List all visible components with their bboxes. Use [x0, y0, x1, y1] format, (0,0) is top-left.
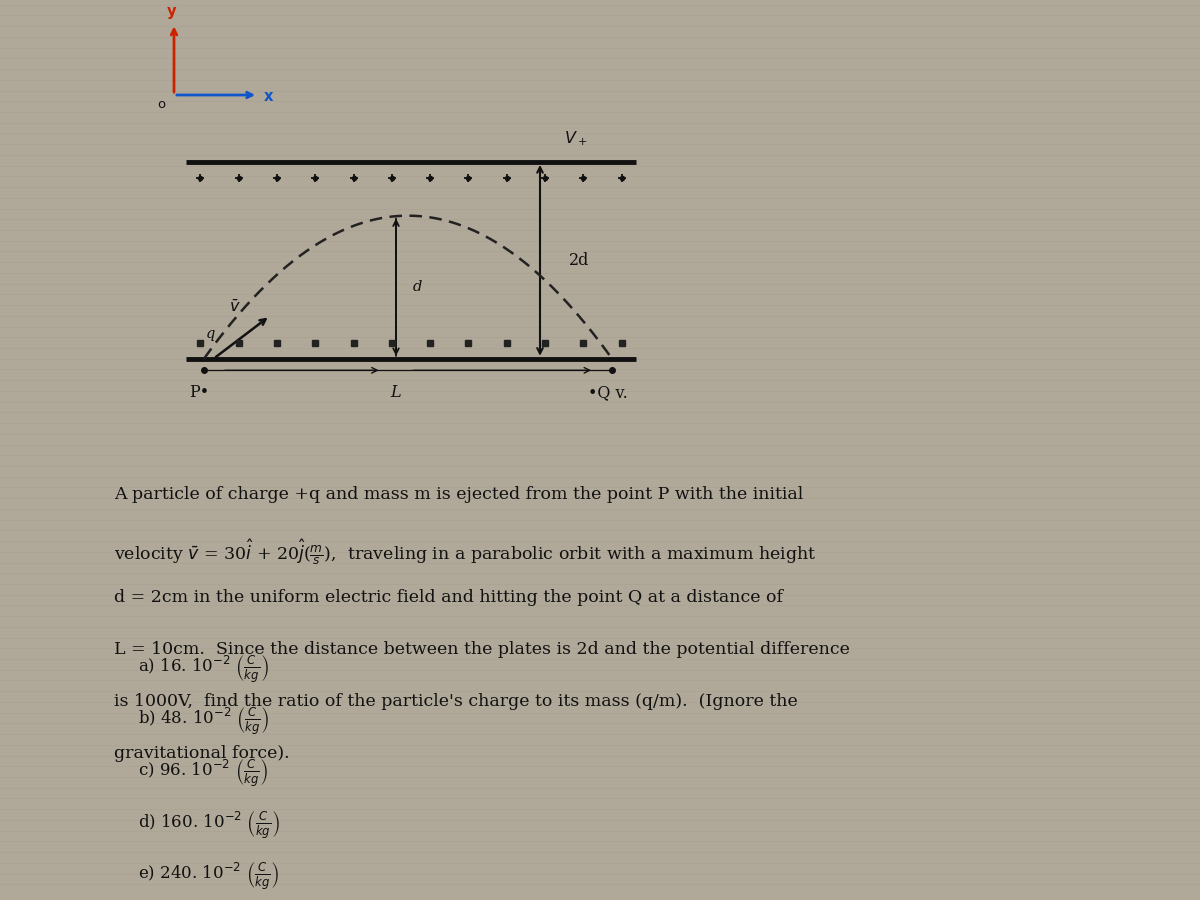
- Text: e) 240. 10$^{-2}$ $\left(\frac{C}{kg}\right)$: e) 240. 10$^{-2}$ $\left(\frac{C}{kg}\ri…: [138, 861, 280, 893]
- Text: gravitational force).: gravitational force).: [114, 745, 289, 762]
- Text: $\bar{v}$: $\bar{v}$: [229, 299, 241, 316]
- Text: P•: P•: [190, 383, 210, 400]
- Text: A particle of charge +q and mass m is ejected from the point P with the initial: A particle of charge +q and mass m is ej…: [114, 486, 803, 502]
- Text: b) 48. 10$^{-2}$ $\left(\frac{C}{kg}\right)$: b) 48. 10$^{-2}$ $\left(\frac{C}{kg}\rig…: [138, 706, 270, 737]
- Text: q: q: [205, 327, 215, 341]
- Text: is 1000V,  find the ratio of the particle's charge to its mass (q/m).  (Ignore t: is 1000V, find the ratio of the particle…: [114, 693, 798, 710]
- Text: o: o: [157, 98, 166, 111]
- Text: y: y: [167, 4, 176, 19]
- Text: d: d: [413, 280, 422, 294]
- Text: d) 160. 10$^{-2}$ $\left(\frac{C}{kg}\right)$: d) 160. 10$^{-2}$ $\left(\frac{C}{kg}\ri…: [138, 809, 280, 841]
- Text: c) 96. 10$^{-2}$ $\left(\frac{C}{kg}\right)$: c) 96. 10$^{-2}$ $\left(\frac{C}{kg}\rig…: [138, 758, 269, 788]
- Text: L: L: [391, 383, 401, 400]
- Text: $V_+$: $V_+$: [564, 129, 587, 148]
- Text: velocity $\bar{v}$ = 30$\hat{i}$ + 20$\hat{j}$($\frac{m}{s}$),  traveling in a p: velocity $\bar{v}$ = 30$\hat{i}$ + 20$\h…: [114, 537, 816, 567]
- Text: L = 10cm.  Since the distance between the plates is 2d and the potential differe: L = 10cm. Since the distance between the…: [114, 641, 850, 658]
- Text: x: x: [264, 89, 274, 104]
- Text: d = 2cm in the uniform electric field and hitting the point Q at a distance of: d = 2cm in the uniform electric field an…: [114, 590, 784, 607]
- Text: •Q v.: •Q v.: [588, 383, 628, 400]
- Text: a) 16. 10$^{-2}$ $\left(\frac{C}{kg}\right)$: a) 16. 10$^{-2}$ $\left(\frac{C}{kg}\rig…: [138, 653, 269, 685]
- Text: 2d: 2d: [569, 252, 589, 269]
